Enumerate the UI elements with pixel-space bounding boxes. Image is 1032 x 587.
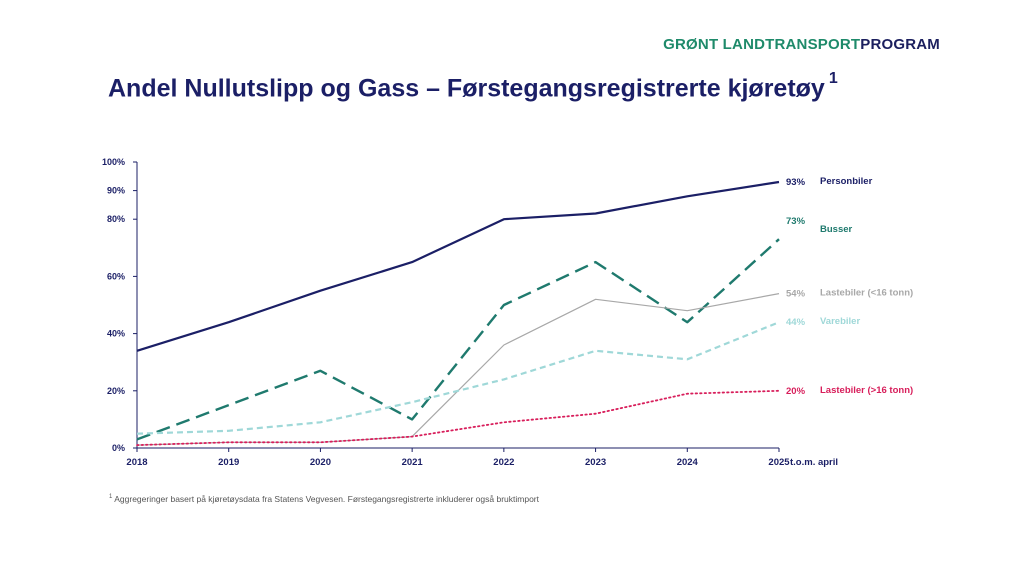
- data-point-lastebiler_small: [777, 291, 782, 296]
- data-point-lastebiler_large: [226, 440, 231, 445]
- data-point-busser: [410, 417, 415, 422]
- data-point-busser: [501, 303, 506, 308]
- y-tick-label: 90%: [107, 186, 125, 196]
- x-tick-label: 2022: [493, 457, 514, 468]
- series-line-personbiler: [136, 180, 780, 352]
- data-point-personbiler: [318, 288, 323, 293]
- x-tick-label: 2021: [402, 457, 424, 468]
- data-point-varebiler: [410, 400, 415, 405]
- title-footnote-marker: 1: [828, 70, 838, 87]
- end-value-label-lastebiler_small: 54%: [786, 289, 806, 300]
- data-point-busser: [777, 237, 782, 242]
- data-point-personbiler: [501, 217, 506, 222]
- data-point-lastebiler_small: [593, 297, 598, 302]
- data-point-varebiler: [593, 348, 598, 353]
- x-tick-label: 2019: [218, 457, 239, 468]
- data-point-varebiler: [226, 428, 231, 433]
- x-tick-label: 2025: [768, 457, 790, 468]
- legend-label-personbiler: Personbiler: [820, 176, 873, 187]
- series-line-busser: [136, 238, 780, 441]
- data-point-personbiler: [593, 211, 598, 216]
- chart-title: Andel Nullutslipp og Gass – Førstegangsr…: [108, 70, 838, 103]
- chart-title-text: Andel Nullutslipp og Gass – Førstegangsr…: [108, 74, 825, 103]
- brand-logo: GRØNT LANDTRANSPORTPROGRAM: [663, 36, 940, 53]
- x-axis-suffix: t.o.m. april: [790, 457, 838, 468]
- data-point-busser: [318, 368, 323, 373]
- data-point-varebiler: [318, 420, 323, 425]
- data-point-lastebiler_large: [410, 434, 415, 439]
- data-point-busser: [135, 437, 140, 442]
- data-point-lastebiler_large: [318, 440, 323, 445]
- brand-part-2: PROGRAM: [860, 36, 940, 53]
- y-tick-label: 60%: [107, 271, 125, 281]
- legend-label-varebiler: Varebiler: [820, 316, 860, 327]
- y-tick-label: 80%: [107, 214, 125, 224]
- y-tick-label: 40%: [107, 329, 125, 339]
- x-tick-label: 2018: [126, 457, 147, 468]
- data-point-lastebiler_small: [501, 343, 506, 348]
- end-value-label-varebiler: 44%: [786, 317, 806, 328]
- y-tick-label: 100%: [102, 157, 125, 167]
- series-line-varebiler: [136, 321, 780, 435]
- y-tick-label: 20%: [107, 386, 125, 396]
- data-point-lastebiler_large: [593, 411, 598, 416]
- data-point-varebiler: [685, 357, 690, 362]
- data-point-personbiler: [777, 180, 782, 185]
- data-point-lastebiler_large: [685, 391, 690, 396]
- footnote: 1 Aggregeringer basert på kjøretøysdata …: [109, 494, 539, 504]
- y-tick-label: 0%: [112, 443, 125, 453]
- data-point-varebiler: [501, 377, 506, 382]
- footnote-marker: 1: [109, 494, 113, 501]
- series-line-lastebiler_large: [136, 389, 780, 447]
- data-point-lastebiler_large: [501, 420, 506, 425]
- x-tick-label: 2020: [310, 457, 331, 468]
- brand-part-1: GRØNT LANDTRANSPORT: [663, 36, 861, 53]
- data-point-lastebiler_small: [685, 308, 690, 313]
- data-point-busser: [685, 320, 690, 325]
- data-point-personbiler: [135, 348, 140, 353]
- end-value-label-lastebiler_large: 20%: [786, 386, 806, 397]
- footnote-text: Aggregeringer basert på kjøretøysdata fr…: [114, 494, 539, 504]
- data-point-varebiler: [777, 320, 782, 325]
- data-point-lastebiler_large: [135, 443, 140, 448]
- data-point-personbiler: [226, 320, 231, 325]
- data-point-lastebiler_large: [777, 388, 782, 393]
- end-value-label-personbiler: 93%: [786, 177, 806, 188]
- end-value-label-busser: 73%: [786, 216, 806, 227]
- series-line-lastebiler_small: [136, 293, 780, 446]
- legend-label-lastebiler_small: Lastebiler (<16 tonn): [820, 288, 913, 299]
- data-point-busser: [593, 260, 598, 265]
- x-tick-label: 2023: [585, 457, 606, 468]
- legend-label-lastebiler_large: Lastebiler (>16 tonn): [820, 385, 913, 396]
- data-point-personbiler: [685, 194, 690, 199]
- data-point-personbiler: [410, 260, 415, 265]
- data-point-varebiler: [135, 431, 140, 436]
- x-tick-label: 2024: [677, 457, 699, 468]
- legend-label-busser: Busser: [820, 224, 853, 235]
- data-point-busser: [226, 403, 231, 408]
